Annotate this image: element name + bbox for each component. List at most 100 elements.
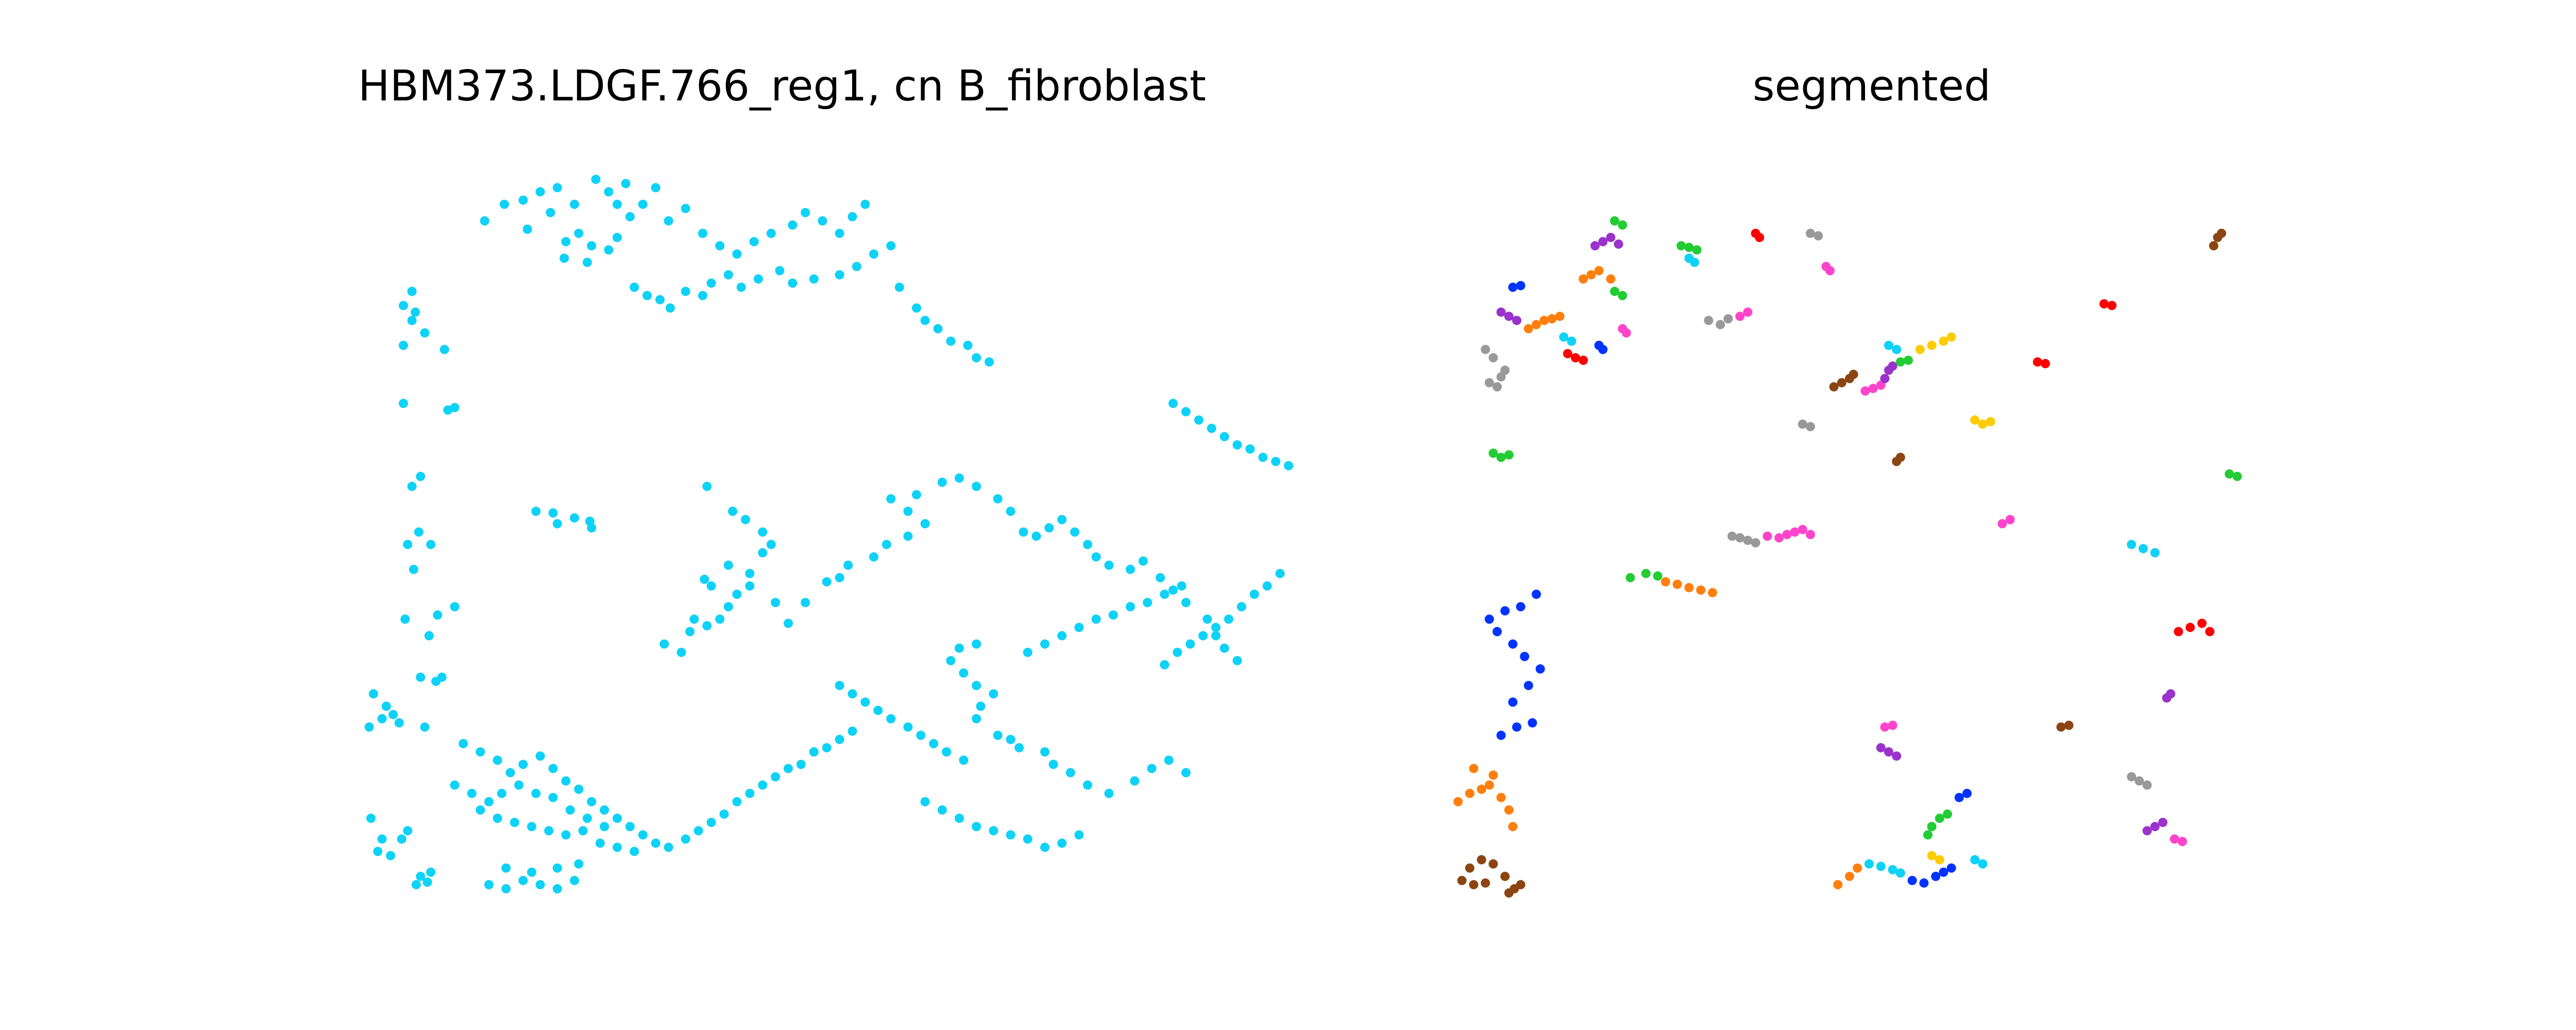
scatter-point	[1865, 859, 1874, 869]
scatter-point	[426, 540, 436, 550]
chart-title-right: segmented	[1752, 62, 1991, 111]
scatter-point	[1504, 312, 1514, 321]
scatter-point	[625, 212, 635, 221]
scatter-point	[1048, 760, 1058, 769]
scatter-point	[1986, 417, 1995, 426]
scatter-point	[1590, 241, 1600, 251]
scatter-point	[1868, 384, 1878, 393]
scatter-point	[399, 301, 408, 311]
scatter-point	[582, 813, 592, 823]
scatter-point	[959, 756, 969, 765]
scatter-point	[1496, 730, 1506, 740]
scatter-point	[1641, 569, 1651, 578]
scatter-point	[1970, 415, 1980, 425]
scatter-point	[422, 877, 432, 887]
scatter-point	[1723, 314, 1733, 323]
scatter-point	[933, 324, 943, 334]
scatter-point	[1888, 361, 1897, 371]
scatter-point	[1610, 286, 1619, 296]
scatter-point	[651, 838, 660, 848]
scatter-point	[809, 747, 819, 757]
scatter-point	[2209, 241, 2218, 251]
scatter-point	[548, 793, 558, 802]
scatter-point	[665, 303, 675, 313]
scatter-point	[1888, 865, 1897, 874]
scatter-point	[1493, 627, 1502, 637]
scatter-point	[638, 830, 648, 840]
scatter-point	[2139, 544, 2148, 554]
scatter-point	[1500, 606, 1510, 616]
scatter-point	[1579, 274, 1588, 284]
scatter-point	[1755, 233, 1765, 243]
scatter-point	[1904, 355, 1913, 365]
scatter-point	[801, 208, 810, 217]
scatter-point	[1496, 453, 1506, 462]
scatter-point	[1040, 747, 1049, 757]
scatter-point	[1481, 345, 1490, 354]
scatter-point	[852, 262, 861, 271]
scatter-point	[1946, 863, 1956, 873]
scatter-point	[1512, 316, 1521, 325]
scatter-point	[621, 179, 631, 188]
scatter-point	[409, 564, 418, 574]
scatter-point	[1091, 614, 1101, 624]
scatter-point	[1876, 862, 1886, 871]
scatter-point	[2197, 619, 2207, 628]
scatter-point	[377, 834, 387, 844]
scatter-point	[1168, 585, 1178, 595]
scatter-point	[600, 805, 609, 815]
scatter-point	[1895, 357, 1905, 367]
scatter-point	[1849, 369, 1858, 379]
scatter-point	[1126, 564, 1135, 574]
scatter-point	[388, 710, 398, 719]
scatter-point	[1978, 859, 1988, 869]
scatter-point	[424, 631, 434, 641]
scatter-point	[411, 307, 420, 317]
scatter-point	[416, 871, 426, 881]
scatter-point	[2134, 776, 2144, 786]
scatter-point	[818, 216, 827, 226]
scatter-point	[1606, 274, 1616, 284]
scatter-point	[1845, 871, 1854, 881]
scatter-point	[493, 813, 502, 823]
scatter-point	[587, 523, 597, 533]
scatter-point	[766, 540, 776, 550]
scatter-point	[1782, 529, 1792, 539]
scatter-point	[685, 627, 695, 637]
scatter-point	[1539, 316, 1549, 325]
scatter-point	[1676, 241, 1686, 251]
scatter-point	[638, 199, 648, 209]
scatter-point	[719, 809, 729, 819]
scatter-point	[723, 560, 733, 570]
scatter-point	[1884, 747, 1893, 757]
scatter-point	[1555, 312, 1565, 321]
scatter-point	[1970, 855, 1980, 865]
scatter-point	[1211, 623, 1221, 632]
scatter-point	[698, 229, 707, 238]
scatter-point	[1935, 855, 1944, 865]
scatter-point	[1258, 453, 1268, 462]
scatter-point	[937, 477, 947, 487]
scatter-point	[1978, 419, 1988, 429]
scatter-point	[2064, 720, 2074, 730]
scatter-point	[459, 739, 468, 748]
scatter-point	[758, 780, 768, 790]
scatter-point	[1091, 552, 1101, 562]
scatter-point	[835, 270, 844, 280]
scatter-point	[505, 768, 515, 778]
scatter-point	[1939, 867, 1948, 877]
scatter-point	[397, 834, 406, 844]
scatter-point	[835, 734, 844, 744]
scatter-point	[758, 527, 768, 537]
scatter-point	[2005, 514, 2015, 524]
scatter-point	[700, 574, 709, 584]
scatter-point	[766, 229, 776, 238]
scatter-point	[480, 216, 489, 226]
scatter-point	[1606, 233, 1616, 243]
scatter-point	[1523, 681, 1533, 691]
scatter-point	[497, 788, 506, 798]
scatter-point	[1453, 797, 1463, 806]
scatter-point	[570, 199, 579, 209]
scatter-point	[1160, 660, 1170, 670]
scatter-point	[1837, 378, 1846, 388]
